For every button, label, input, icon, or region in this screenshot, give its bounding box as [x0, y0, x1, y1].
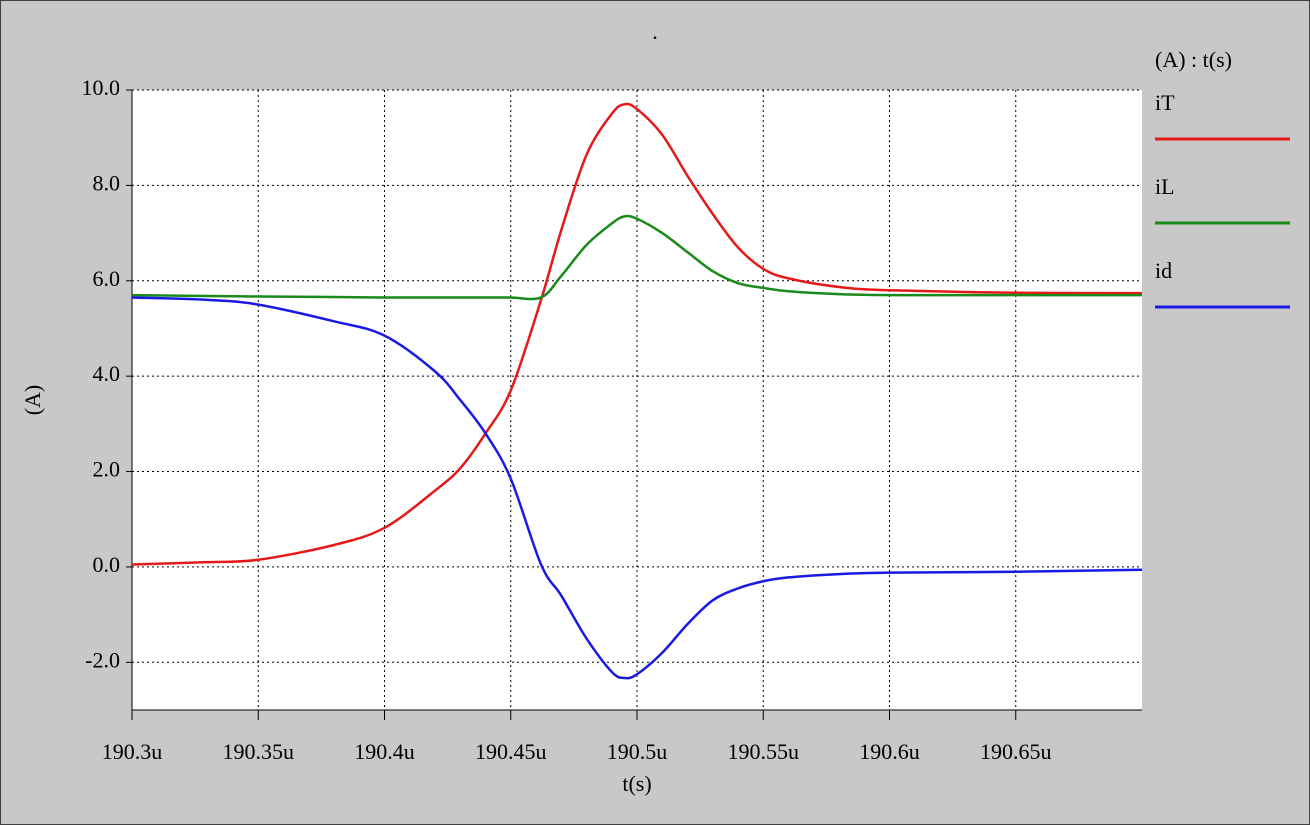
y-axis-label: (A) — [20, 385, 45, 416]
x-tick-label: 190.4u — [354, 739, 415, 764]
y-tick-label: 6.0 — [93, 266, 121, 291]
legend-title: (A) : t(s) — [1155, 47, 1232, 72]
series-line — [131, 214, 1142, 301]
x-tick-label: 190.5u — [607, 739, 668, 764]
x-tick-label: 190.65u — [980, 739, 1052, 764]
x-tick-label: 190.35u — [223, 739, 295, 764]
series-line — [131, 102, 1143, 566]
legend-label: iT — [1155, 90, 1175, 115]
x-axis-label: t(s) — [622, 771, 651, 796]
y-tick-label: -2.0 — [85, 647, 120, 672]
y-tick-label: 2.0 — [93, 457, 121, 482]
series-line — [131, 296, 1143, 680]
y-tick-label: 8.0 — [93, 170, 121, 195]
y-tick-label: 0.0 — [93, 552, 121, 577]
legend-label: id — [1155, 258, 1172, 283]
chart-title: . — [652, 19, 658, 44]
x-tick-label: 190.6u — [859, 739, 920, 764]
x-tick-label: 190.45u — [475, 739, 547, 764]
x-tick-label: 190.3u — [102, 739, 163, 764]
y-tick-label: 10.0 — [82, 75, 121, 100]
legend-label: iL — [1155, 174, 1175, 199]
x-tick-label: 190.55u — [728, 739, 800, 764]
y-tick-label: 4.0 — [93, 361, 121, 386]
